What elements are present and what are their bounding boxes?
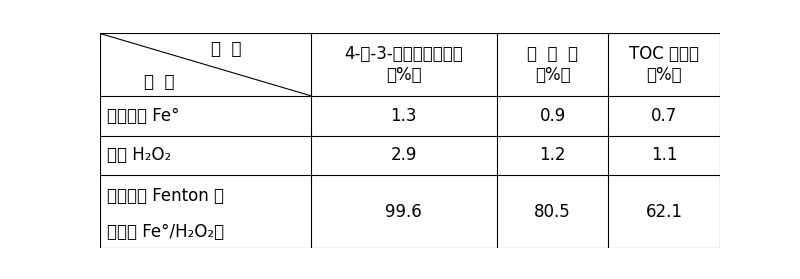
- Text: 4-氯-3-甲基苯酚转化率: 4-氯-3-甲基苯酚转化率: [345, 45, 463, 63]
- Text: 非均相类 Fenton 法: 非均相类 Fenton 法: [107, 187, 225, 205]
- Text: 1.1: 1.1: [651, 146, 678, 164]
- Text: （纳米 Fe°/H₂O₂）: （纳米 Fe°/H₂O₂）: [107, 223, 225, 241]
- Text: 指  标: 指 标: [211, 40, 242, 58]
- Text: 80.5: 80.5: [534, 203, 571, 221]
- Text: 单独 H₂O₂: 单独 H₂O₂: [107, 146, 172, 164]
- Text: （%）: （%）: [646, 66, 682, 84]
- Text: 工  艺: 工 艺: [144, 73, 174, 91]
- Text: TOC 去除率: TOC 去除率: [630, 45, 699, 63]
- Text: 1.2: 1.2: [539, 146, 566, 164]
- Text: 单独纳米 Fe°: 单独纳米 Fe°: [107, 107, 180, 125]
- Text: 2.9: 2.9: [390, 146, 417, 164]
- Text: 1.3: 1.3: [390, 107, 417, 125]
- Text: （%）: （%）: [386, 66, 422, 84]
- Text: （%）: （%）: [534, 66, 570, 84]
- Text: 0.7: 0.7: [651, 107, 678, 125]
- Text: 62.1: 62.1: [646, 203, 682, 221]
- Text: 99.6: 99.6: [386, 203, 422, 221]
- Text: 脱  氯  率: 脱 氯 率: [527, 45, 578, 63]
- Text: 0.9: 0.9: [539, 107, 566, 125]
